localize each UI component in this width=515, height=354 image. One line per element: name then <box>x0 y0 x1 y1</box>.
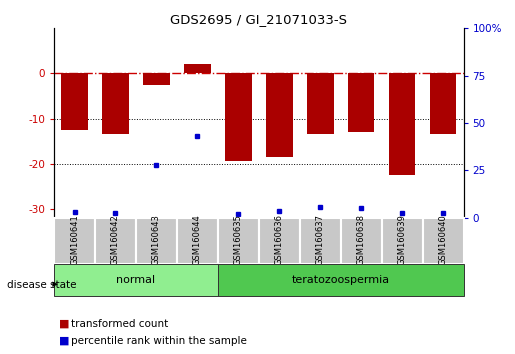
Bar <box>54 218 95 264</box>
Text: transformed count: transformed count <box>71 319 168 329</box>
Text: GSM160644: GSM160644 <box>193 215 202 265</box>
Bar <box>95 218 136 264</box>
Bar <box>259 218 300 264</box>
Text: GSM160635: GSM160635 <box>234 215 243 265</box>
Title: GDS2695 / GI_21071033-S: GDS2695 / GI_21071033-S <box>170 13 347 26</box>
Bar <box>54 264 218 296</box>
Bar <box>61 73 88 130</box>
Bar <box>266 73 293 157</box>
Bar <box>184 64 211 73</box>
Bar <box>430 73 456 134</box>
Bar <box>177 218 218 264</box>
Text: GSM160642: GSM160642 <box>111 215 120 265</box>
Bar <box>136 218 177 264</box>
Text: percentile rank within the sample: percentile rank within the sample <box>71 336 247 346</box>
Text: GSM160638: GSM160638 <box>357 214 366 265</box>
Text: teratozoospermia: teratozoospermia <box>291 275 390 285</box>
Text: ■: ■ <box>59 319 70 329</box>
Bar <box>341 218 382 264</box>
Bar <box>300 218 341 264</box>
Bar <box>389 73 416 175</box>
Bar <box>218 264 464 296</box>
Text: normal: normal <box>116 275 156 285</box>
Bar <box>422 218 464 264</box>
Bar <box>382 218 422 264</box>
Bar <box>218 218 259 264</box>
Text: GSM160643: GSM160643 <box>152 215 161 265</box>
Bar <box>143 73 170 85</box>
Text: GSM160637: GSM160637 <box>316 214 324 265</box>
Text: ■: ■ <box>59 336 70 346</box>
Text: GSM160639: GSM160639 <box>398 215 406 265</box>
Bar <box>307 73 334 134</box>
Bar <box>348 73 374 132</box>
Text: GSM160641: GSM160641 <box>70 215 79 265</box>
Bar <box>225 73 252 161</box>
Text: GSM160640: GSM160640 <box>439 215 448 265</box>
Bar <box>102 73 129 134</box>
Text: disease state: disease state <box>7 280 76 290</box>
Text: GSM160636: GSM160636 <box>275 214 284 265</box>
